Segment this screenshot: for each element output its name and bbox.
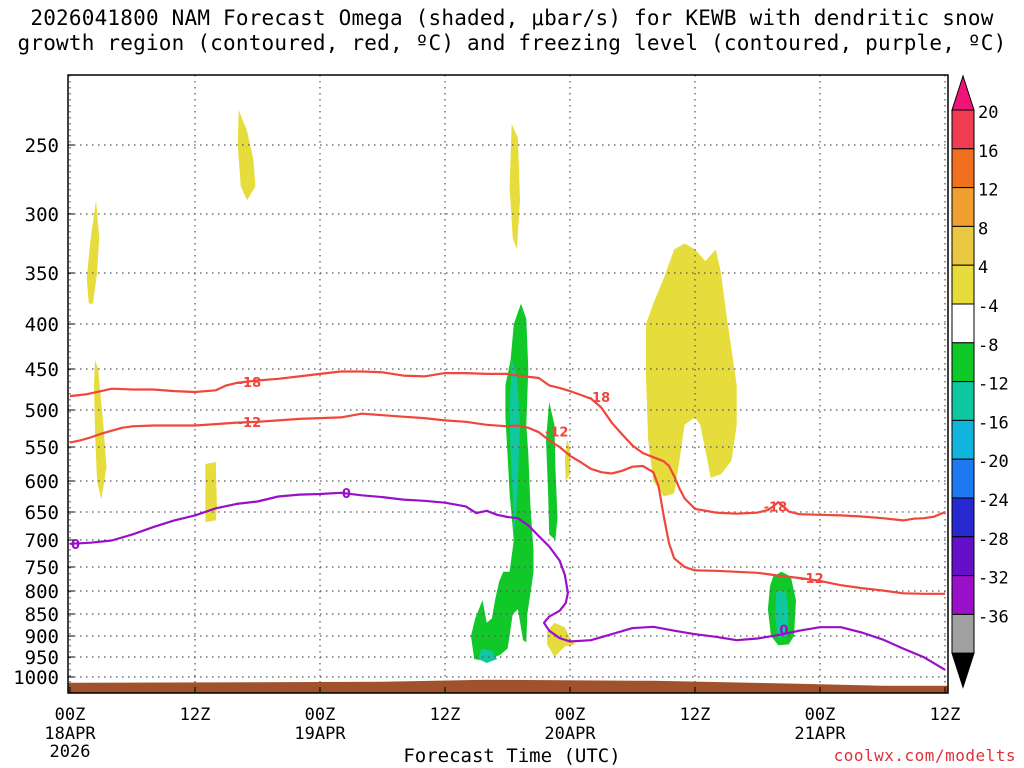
- contour-lines: -18 -18 -18 -12 -12 -12 0 0 0: [69, 370, 946, 671]
- source-credit: coolwx.com/modelts: [833, 746, 1016, 765]
- colorbar-top-arrow: [951, 74, 975, 111]
- x-tick-year: 2026: [50, 742, 91, 762]
- colorbar-swatch: [951, 536, 975, 577]
- colorbar-label: -32: [978, 569, 1009, 589]
- colorbar-label: 20: [978, 103, 998, 123]
- colorbar-swatch: [951, 342, 975, 383]
- contour-label-dgz-upper: -18: [764, 500, 788, 515]
- x-tick-label: 12Z: [930, 705, 961, 725]
- colorbar-swatch: [951, 303, 975, 344]
- colorbar-label: 4: [978, 258, 988, 278]
- colorbar-swatch: [951, 575, 975, 615]
- y-tick-label: 250: [25, 135, 59, 157]
- y-tick-label: 900: [25, 626, 59, 648]
- colorbar-label: -24: [978, 491, 1009, 511]
- contour-label-dgz-lower: -12: [800, 572, 824, 587]
- x-axis-title: Forecast Time (UTC): [403, 745, 621, 767]
- y-tick-label: 650: [25, 502, 59, 524]
- omega-region-4: [509, 124, 520, 250]
- y-tick-label: 850: [25, 604, 59, 626]
- colorbar-swatch: [951, 264, 975, 305]
- omega-region-6: [547, 622, 576, 657]
- colorbar-label: 12: [978, 181, 998, 201]
- colorbar-swatch: [951, 497, 975, 538]
- omega-region-11: [478, 648, 498, 663]
- colorbar-swatch: [951, 419, 975, 460]
- y-tick-label: 700: [25, 530, 59, 552]
- contour-dgz-upper: [69, 370, 946, 522]
- colorbar-label: -20: [978, 452, 1009, 472]
- colorbar-label: 16: [978, 142, 998, 162]
- colorbar-bottom-arrow: [951, 652, 975, 689]
- x-tick-label: 00Z: [555, 705, 586, 725]
- x-tick-date: 19APR: [294, 724, 346, 744]
- colorbar-label: -36: [978, 607, 1009, 627]
- y-tick-label: 1000: [13, 667, 59, 689]
- colorbar-swatch: [951, 148, 975, 189]
- omega-region-9: [546, 401, 558, 540]
- x-tick-label: 12Z: [680, 705, 711, 725]
- colorbar-swatch: [951, 458, 975, 499]
- x-tick-label: 00Z: [55, 705, 86, 725]
- contour-label-freezing-level: 0: [779, 623, 788, 638]
- omega-region-0: [86, 200, 100, 304]
- x-tick-label: 12Z: [430, 705, 461, 725]
- omega-region-1: [94, 360, 107, 500]
- omega-region-10: [509, 360, 520, 535]
- omega-region-7: [564, 439, 570, 481]
- colorbar-label: -8: [978, 336, 998, 356]
- y-tick-label: 500: [25, 400, 59, 422]
- contour-dgz-lower: [69, 412, 945, 595]
- colorbar-label: -12: [978, 375, 1009, 395]
- omega-region-8: [471, 303, 534, 661]
- contour-label-freezing-level: 0: [71, 538, 80, 553]
- contour-label-dgz-upper: -18: [587, 391, 611, 406]
- colorbar-label: -16: [978, 413, 1009, 433]
- chart-title-line2: growth region (contoured, red, ºC) and f…: [17, 31, 1007, 55]
- colorbar-label: 8: [978, 219, 988, 239]
- x-tick-label: 12Z: [180, 705, 211, 725]
- x-tick-date: 20APR: [544, 724, 596, 744]
- chart-grid: [68, 75, 948, 693]
- y-tick-label: 300: [25, 204, 59, 226]
- x-tick-date: 21APR: [794, 724, 846, 744]
- x-tick-label: 00Z: [805, 705, 836, 725]
- colorbar-label: -28: [978, 530, 1009, 550]
- chart-axes: 2503003504004505005506006507007508008509…: [13, 74, 961, 762]
- contour-label-freezing-level: 0: [342, 487, 351, 502]
- plot-frame: [67, 74, 949, 694]
- x-tick-label: 00Z: [305, 705, 336, 725]
- omega-region-3: [205, 462, 217, 523]
- colorbar-swatch: [951, 109, 975, 150]
- surface-terrain: [68, 679, 948, 693]
- omega-region-2: [237, 110, 256, 201]
- y-tick-label: 400: [25, 314, 59, 336]
- x-tick-date: 18APR: [44, 724, 96, 744]
- colorbar-swatch: [951, 225, 975, 266]
- contour-freezing-level: [69, 491, 946, 671]
- contour-label-dgz-upper: -18: [238, 376, 262, 391]
- colorbar-swatch: [951, 187, 975, 227]
- y-tick-label: 800: [25, 581, 59, 603]
- colorbar-label: -4: [978, 297, 998, 317]
- colorbar-swatch: [951, 381, 975, 421]
- colorbar-swatch: [951, 613, 975, 654]
- y-tick-label: 450: [25, 359, 59, 381]
- omega-region-5: [646, 243, 737, 497]
- colorbar-legend: 20 16 12 8 4 -4 -8 -12 -16 -20 -24 -28 -32 -36: [951, 74, 1009, 689]
- y-tick-label: 750: [25, 557, 59, 579]
- chart-title-line1: 2026041800 NAM Forecast Omega (shaded, μ…: [30, 6, 994, 30]
- y-tick-label: 550: [25, 437, 59, 459]
- contour-label-dgz-lower: -12: [545, 425, 569, 440]
- contour-label-dgz-lower: -12: [238, 416, 262, 431]
- y-tick-label: 350: [25, 263, 59, 285]
- y-tick-label: 950: [25, 647, 59, 669]
- y-tick-label: 600: [25, 471, 59, 493]
- omega-shading: [68, 110, 948, 693]
